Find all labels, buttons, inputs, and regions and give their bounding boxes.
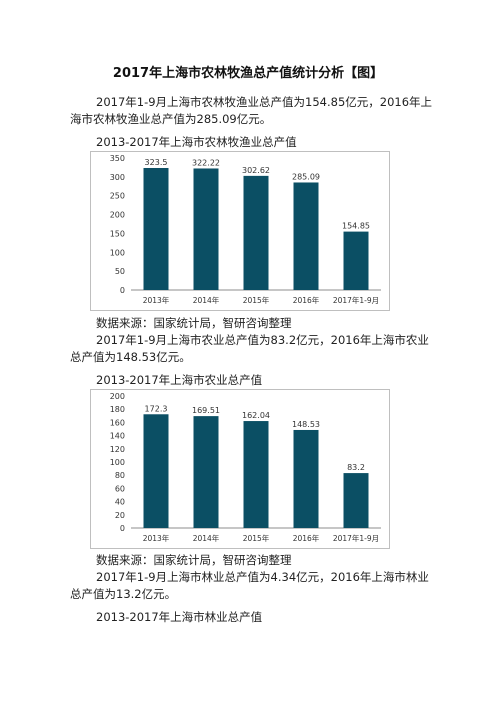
x-tick-label: 2015年 xyxy=(243,533,270,543)
y-tick-label: 0 xyxy=(120,286,125,295)
x-tick-label: 2013年 xyxy=(143,295,170,305)
y-tick-label: 100 xyxy=(110,458,125,467)
data-label: 162.04 xyxy=(242,411,270,420)
x-tick-label: 2014年 xyxy=(193,295,220,305)
paragraph-total-output: 2017年1-9月上海市农林牧渔业总产值为154.85亿元，2016年上海市农林… xyxy=(70,94,436,128)
data-label: 285.09 xyxy=(292,172,320,181)
data-label: 169.51 xyxy=(192,406,220,415)
bar xyxy=(343,473,369,528)
x-tick-label: 2016年 xyxy=(293,533,320,543)
y-tick-label: 140 xyxy=(110,432,125,441)
chart1-container: 0 50 100 150 200 250 300 350 323.5 2013年 322.22 201… xyxy=(90,151,390,311)
bar xyxy=(143,414,169,528)
data-label: 322.22 xyxy=(192,158,220,167)
data-label: 83.2 xyxy=(347,463,365,472)
chart2-caption: 2013-2017年上海市农业总产值 xyxy=(96,373,263,387)
y-tick-label: 100 xyxy=(110,248,125,257)
x-tick-label: 2016年 xyxy=(293,295,320,305)
bar xyxy=(243,421,269,528)
data-label: 302.62 xyxy=(242,166,270,175)
chart2-source: 数据来源：国家统计局，智研咨询整理 xyxy=(96,553,292,567)
paragraph-text: 2017年1-9月上海市农林牧渔业总产值为154.85亿元，2016年上海市农林… xyxy=(70,95,433,126)
y-tick-label: 160 xyxy=(110,418,125,427)
bar xyxy=(193,416,219,528)
data-label: 323.5 xyxy=(145,158,168,167)
chart2-svg: 0 20 40 60 80 100 120 140 160 180 200 172.3 2013年 169… xyxy=(110,392,381,543)
y-tick-label: 250 xyxy=(110,192,125,201)
y-tick-label: 120 xyxy=(110,445,125,454)
paragraph-text: 2017年1-9月上海市林业总产值为4.34亿元，2016年上海市林业总产值为1… xyxy=(70,570,429,601)
y-tick-label: 200 xyxy=(110,392,125,401)
y-tick-label: 200 xyxy=(110,211,125,220)
x-tick-label: 2017年1-9月 xyxy=(333,295,379,305)
y-tick-label: 20 xyxy=(115,511,125,520)
y-tick-label: 180 xyxy=(110,405,125,414)
paragraph-agriculture-output: 2017年1-9月上海市农业总产值为83.2亿元，2016年上海市农业总产值为1… xyxy=(70,332,436,366)
y-tick-label: 60 xyxy=(115,484,125,493)
x-tick-label: 2015年 xyxy=(243,295,270,305)
paragraph-forestry-output: 2017年1-9月上海市林业总产值为4.34亿元，2016年上海市林业总产值为1… xyxy=(70,569,436,603)
data-label: 148.53 xyxy=(292,420,320,429)
bar xyxy=(343,231,369,290)
chart1-caption: 2013-2017年上海市农林牧渔业总产值 xyxy=(96,135,297,149)
y-tick-label: 80 xyxy=(115,471,125,480)
bar xyxy=(193,168,219,290)
x-tick-label: 2014年 xyxy=(193,533,220,543)
chart3-caption: 2013-2017年上海市林业总产值 xyxy=(96,610,263,624)
y-tick-label: 300 xyxy=(110,173,125,182)
x-tick-label: 2017年1-9月 xyxy=(333,533,379,543)
y-tick-label: 350 xyxy=(110,154,125,163)
x-tick-label: 2013年 xyxy=(143,533,170,543)
y-tick-label: 50 xyxy=(115,267,125,276)
y-tick-label: 40 xyxy=(115,498,125,507)
data-label: 154.85 xyxy=(342,222,370,231)
chart1-svg: 0 50 100 150 200 250 300 350 323.5 2013年 322.22 201… xyxy=(110,154,381,305)
bar xyxy=(293,182,319,290)
y-tick-label: 0 xyxy=(120,524,125,533)
chart2-container: 0 20 40 60 80 100 120 140 160 180 200 172.3 2013年 169… xyxy=(90,389,390,549)
y-tick-label: 150 xyxy=(110,229,125,238)
bar xyxy=(143,167,169,290)
data-label: 172.3 xyxy=(145,404,168,413)
chart1-source: 数据来源：国家统计局，智研咨询整理 xyxy=(96,316,292,330)
paragraph-text: 2017年1-9月上海市农业总产值为83.2亿元，2016年上海市农业总产值为1… xyxy=(70,333,429,364)
bar xyxy=(293,429,319,528)
page-title: 2017年上海市农林牧渔总产值统计分析【图】 xyxy=(112,66,384,81)
bar xyxy=(243,175,269,290)
